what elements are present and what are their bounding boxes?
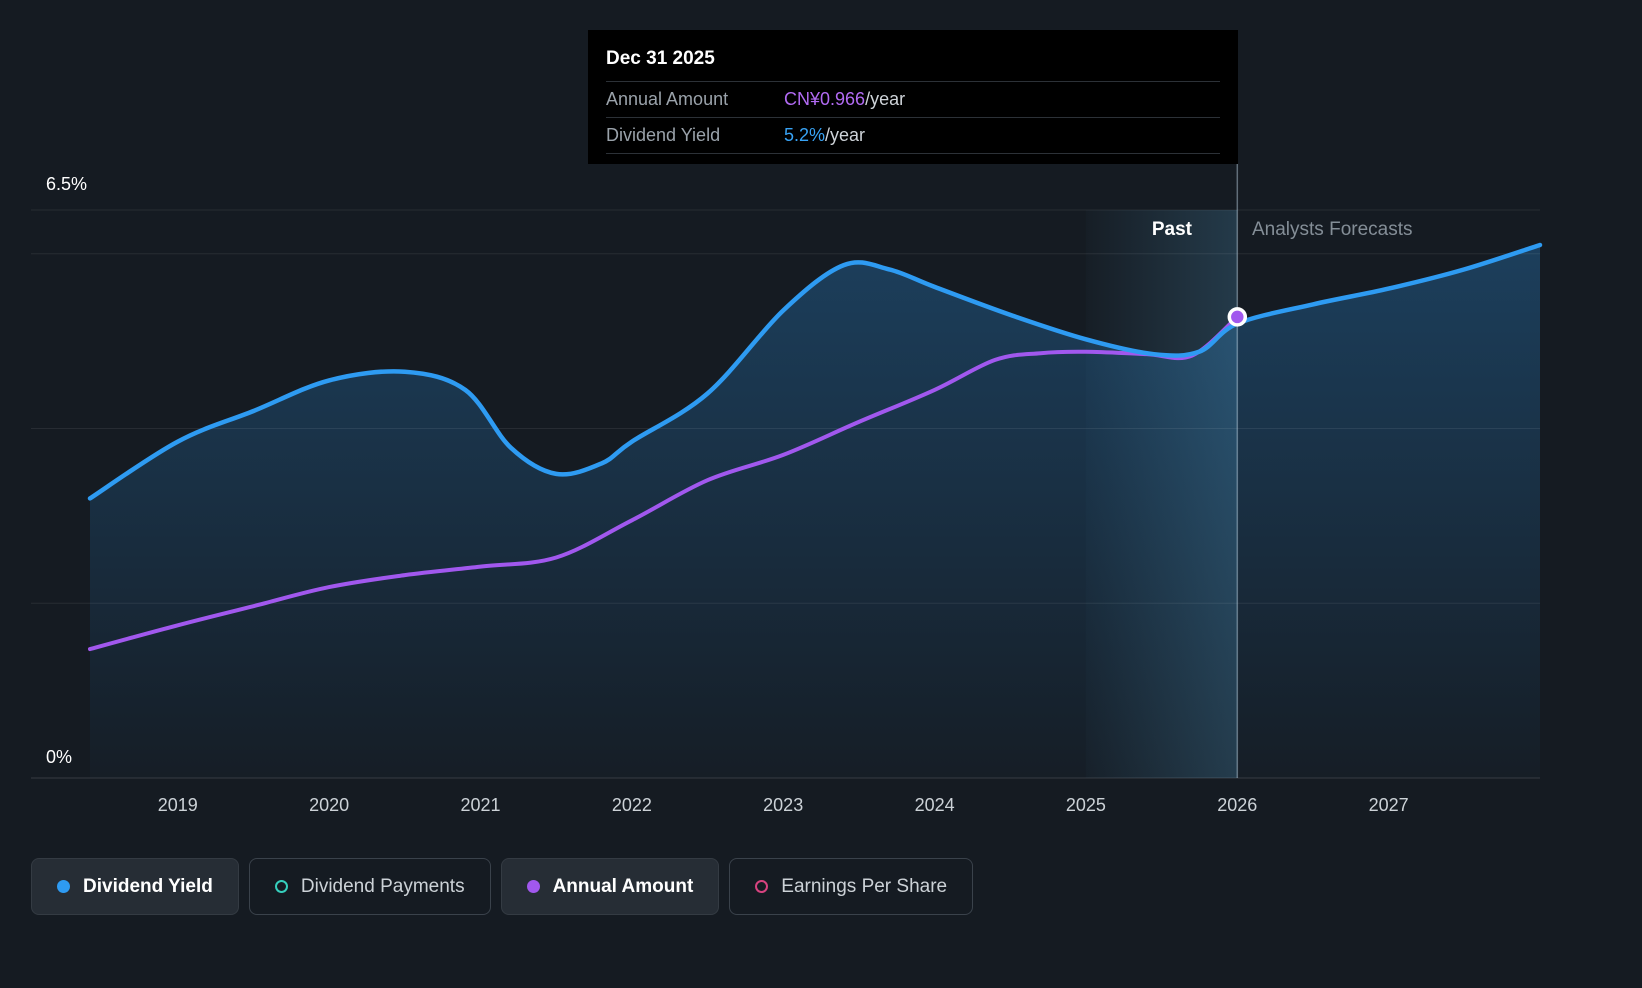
legend-earnings-per-share[interactable]: Earnings Per Share <box>729 858 974 915</box>
tooltip-row-dividend-yield: Dividend Yield 5.2% /year <box>606 117 1220 154</box>
legend-label-dividend-yield: Dividend Yield <box>83 875 213 897</box>
y-axis-label-max: 6.5% <box>46 174 88 194</box>
tooltip-value-annual-amount: CN¥0.966 <box>784 89 866 109</box>
tooltip-label-annual-amount: Annual Amount <box>606 89 729 109</box>
chart-tooltip: Dec 31 2025 Annual Amount CN¥0.966 /year… <box>588 30 1238 164</box>
annual-amount-dot-icon <box>526 880 540 893</box>
legend-label-earnings-per-share: Earnings Per Share <box>781 875 948 897</box>
legend-annual-amount[interactable]: Annual Amount <box>500 858 720 915</box>
past-label: Past <box>1151 219 1192 240</box>
analysts-forecasts-label: Analysts Forecasts <box>1252 219 1413 240</box>
dividend-payments-ring-icon <box>274 880 288 893</box>
legend-dividend-yield[interactable]: Dividend Yield <box>31 858 239 915</box>
legend-dividend-payments[interactable]: Dividend Payments <box>248 858 491 915</box>
tooltip-label-dividend-yield: Dividend Yield <box>606 125 721 145</box>
legend-label-dividend-payments: Dividend Payments <box>300 875 465 897</box>
tooltip-date: Dec 31 2025 <box>606 48 715 69</box>
tooltip-suffix-annual-amount: /year <box>865 89 906 109</box>
y-axis-label-min: 0% <box>46 747 73 767</box>
earnings-per-share-ring-icon <box>755 880 769 893</box>
dividend-yield-dot-icon <box>57 880 70 893</box>
tooltip-row-annual-amount: Annual Amount CN¥0.966 /year <box>606 81 1220 117</box>
legend-label-annual-amount: Annual Amount <box>552 875 694 897</box>
tooltip-suffix-dividend-yield: /year <box>825 125 866 145</box>
tooltip-value-dividend-yield: 5.2% <box>784 125 826 145</box>
legend: Dividend Yield Dividend Payments Annual … <box>31 858 974 915</box>
